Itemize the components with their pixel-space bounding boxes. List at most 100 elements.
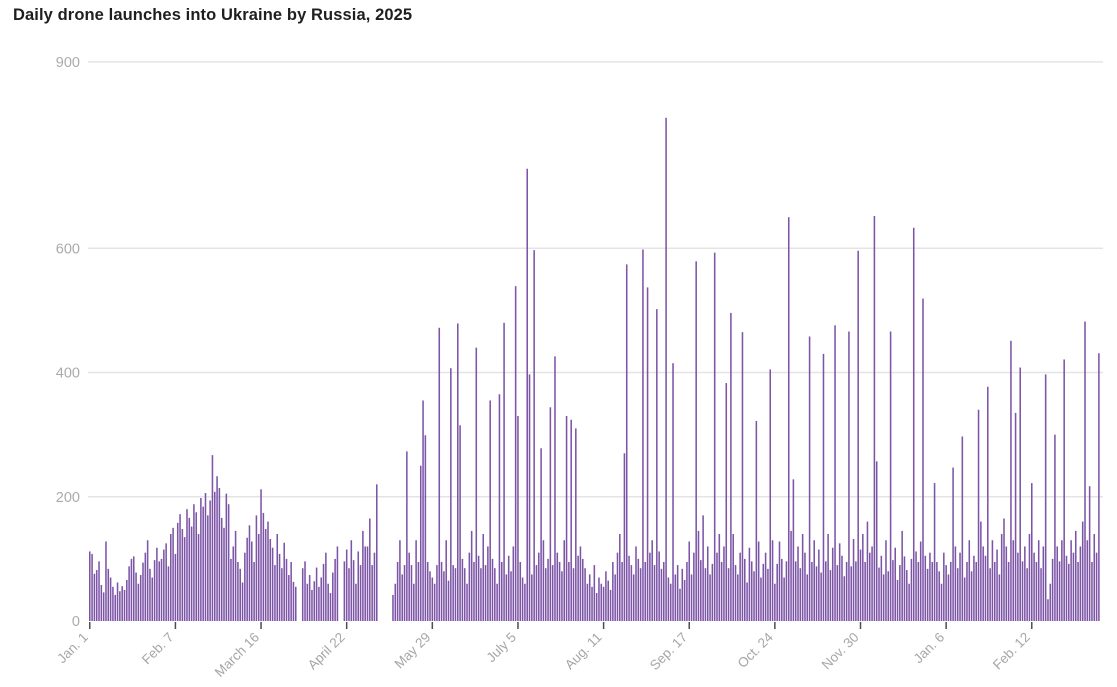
bar[interactable] <box>744 558 746 621</box>
bar[interactable] <box>700 560 702 621</box>
bar[interactable] <box>732 534 734 621</box>
bar[interactable] <box>1000 534 1003 621</box>
bar[interactable] <box>709 574 711 621</box>
bar[interactable] <box>836 565 839 621</box>
bar[interactable] <box>114 594 117 621</box>
bar[interactable] <box>227 504 230 621</box>
bar[interactable] <box>931 561 934 621</box>
bar[interactable] <box>1040 568 1042 621</box>
bar[interactable] <box>422 400 424 621</box>
bar[interactable] <box>605 571 607 621</box>
bar[interactable] <box>1024 546 1026 621</box>
bar[interactable] <box>649 552 651 621</box>
bar[interactable] <box>903 556 906 621</box>
bar[interactable] <box>949 561 952 621</box>
bar[interactable] <box>160 558 163 621</box>
bar[interactable] <box>1056 546 1059 621</box>
bar[interactable] <box>146 540 149 621</box>
bar[interactable] <box>116 582 119 621</box>
bar[interactable] <box>1005 546 1008 621</box>
bar[interactable] <box>575 428 577 621</box>
bar[interactable] <box>401 574 404 621</box>
bar[interactable] <box>1031 483 1033 621</box>
bar[interactable] <box>318 586 320 621</box>
bar[interactable] <box>757 541 760 621</box>
bar[interactable] <box>257 534 260 621</box>
bar[interactable] <box>1070 540 1072 621</box>
bar[interactable] <box>980 521 982 621</box>
bar[interactable] <box>1026 568 1028 621</box>
bar[interactable] <box>686 561 688 621</box>
bar[interactable] <box>864 561 866 621</box>
bar[interactable] <box>438 327 441 621</box>
bar[interactable] <box>704 568 707 621</box>
bar[interactable] <box>644 561 647 621</box>
bar[interactable] <box>933 483 936 621</box>
bar[interactable] <box>769 369 772 621</box>
bar[interactable] <box>936 561 938 621</box>
bar[interactable] <box>1072 552 1075 621</box>
bar[interactable] <box>343 561 346 621</box>
bar[interactable] <box>852 539 855 621</box>
bar[interactable] <box>528 374 531 621</box>
bar[interactable] <box>885 540 887 621</box>
bar[interactable] <box>408 552 410 621</box>
bar[interactable] <box>1028 534 1031 621</box>
bar[interactable] <box>89 551 91 621</box>
bar[interactable] <box>475 347 478 621</box>
bar[interactable] <box>746 582 748 621</box>
bar[interactable] <box>466 583 468 621</box>
bar[interactable] <box>230 558 232 621</box>
bar[interactable] <box>332 572 334 621</box>
bar[interactable] <box>128 566 130 621</box>
bar[interactable] <box>517 415 519 621</box>
bar[interactable] <box>491 558 494 621</box>
bar[interactable] <box>211 455 214 621</box>
bar[interactable] <box>255 515 258 621</box>
bar[interactable] <box>253 561 255 621</box>
bar[interactable] <box>93 573 96 621</box>
bar[interactable] <box>334 558 336 621</box>
bar[interactable] <box>609 589 612 621</box>
bar[interactable] <box>239 568 241 621</box>
bar[interactable] <box>968 540 971 621</box>
bar[interactable] <box>218 488 221 621</box>
bar[interactable] <box>621 561 623 621</box>
bar[interactable] <box>544 568 547 621</box>
bar[interactable] <box>413 583 415 621</box>
bar[interactable] <box>558 561 561 621</box>
bar[interactable] <box>163 549 165 621</box>
bar[interactable] <box>445 540 447 621</box>
bar[interactable] <box>1007 561 1010 621</box>
bar[interactable] <box>970 571 973 621</box>
bar[interactable] <box>785 561 788 621</box>
bar[interactable] <box>739 552 741 621</box>
bar[interactable] <box>260 489 262 621</box>
bar[interactable] <box>204 493 207 621</box>
bar[interactable] <box>336 546 339 621</box>
bar[interactable] <box>183 537 186 621</box>
bar[interactable] <box>209 500 211 621</box>
bar[interactable] <box>762 563 765 621</box>
bar[interactable] <box>359 565 362 621</box>
bar[interactable] <box>669 583 672 621</box>
bar[interactable] <box>750 561 753 621</box>
bar[interactable] <box>896 580 899 621</box>
bar[interactable] <box>498 394 501 621</box>
bar[interactable] <box>1084 321 1086 621</box>
bar[interactable] <box>693 552 695 621</box>
bar[interactable] <box>507 555 510 621</box>
bar[interactable] <box>718 534 721 621</box>
bar[interactable] <box>244 552 246 621</box>
bar[interactable] <box>917 561 920 621</box>
bar[interactable] <box>910 558 913 621</box>
bar[interactable] <box>1091 561 1093 621</box>
bar[interactable] <box>329 593 332 621</box>
bar[interactable] <box>630 565 633 621</box>
bar[interactable] <box>514 286 517 621</box>
bar[interactable] <box>306 583 309 621</box>
bar[interactable] <box>308 575 311 621</box>
bar[interactable] <box>790 530 792 621</box>
bar[interactable] <box>581 558 584 621</box>
bar[interactable] <box>612 561 614 621</box>
